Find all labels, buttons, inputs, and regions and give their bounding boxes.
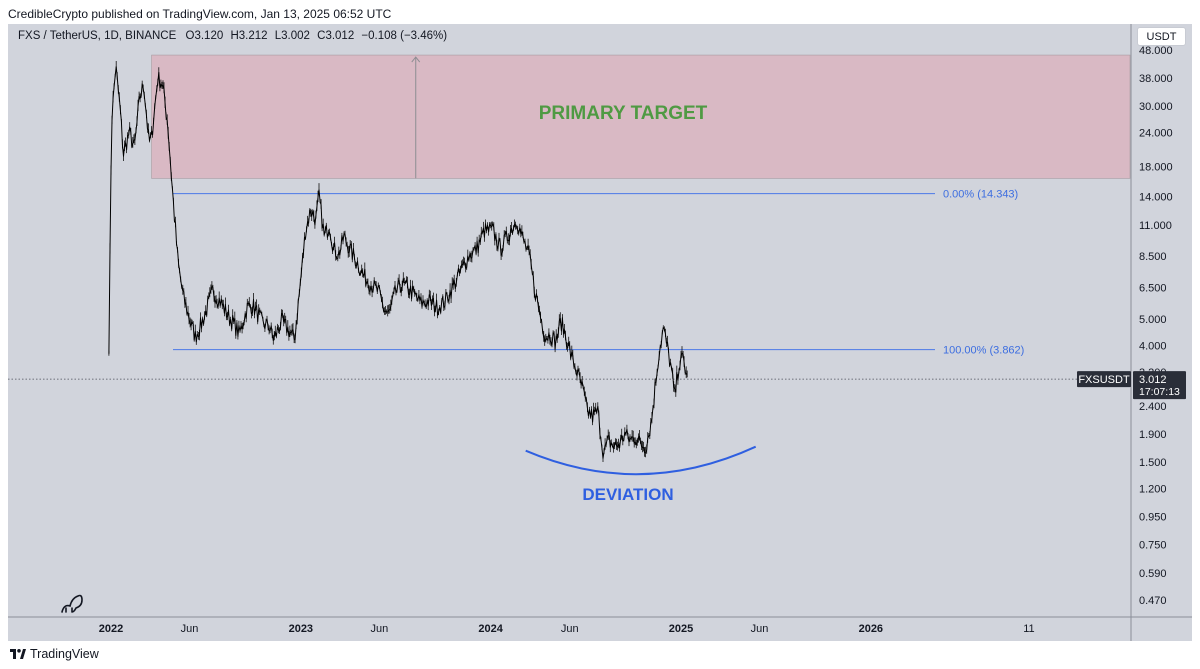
currency-button[interactable]: USDT [1137,27,1186,46]
price-tick-19: 0.470 [1139,595,1167,607]
price-tick-5: 14.000 [1139,191,1173,203]
price-tick-10: 4.000 [1139,340,1167,352]
deviation-arc [525,445,757,476]
time-tick-1: Jun [181,623,199,635]
legend-change: −0.108 (−3.46%) [361,30,448,42]
time-tick-7: Jun [751,623,769,635]
legend-symbol[interactable]: FXS / TetherUS, 1D, BINANCE [18,30,177,42]
price-tick-8: 6.500 [1139,283,1167,295]
time-tick-4: 2024 [478,623,503,635]
time-tick-9: 11 [1023,623,1034,635]
time-tick-2: 2023 [289,623,313,635]
time-tick-8: 2026 [859,623,883,635]
legend-high-label: H [230,30,239,42]
dinosaur-icon [61,594,83,613]
legend-close-value: 3.012 [325,30,355,42]
price-tag-value: 3.012 [1139,374,1167,386]
legend-open-label: O [185,30,195,42]
footer: TradingView [10,647,99,661]
time-tick-3: Jun [370,623,388,635]
price-tag-bg [1133,371,1186,400]
price-tick-16: 0.950 [1139,511,1167,523]
target-zone-label: PRIMARY TARGET [539,103,708,124]
symbol-tag-bg [1077,371,1131,388]
symbol-tag: FXSUSDT [1078,374,1130,386]
price-tick-6: 11.000 [1139,220,1172,232]
price-tick-4: 18.000 [1139,162,1173,174]
price-tick-2: 30.000 [1139,101,1173,113]
target-measure-arrowhead [411,56,421,63]
time-tick-6: 2025 [669,623,693,635]
price-tick-17: 0.750 [1139,539,1167,551]
legend-open-value: 3.120 [194,30,224,42]
price-tick-0: 48.000 [1139,45,1173,57]
legend-low-label: L [274,30,282,42]
price-tick-15: 1.200 [1139,484,1167,496]
footer-brand: TradingView [30,647,99,661]
price-series-line [108,66,688,459]
legend-close-label: C [317,30,326,42]
legend-high-value: 3.212 [238,30,268,42]
price-tick-13: 1.900 [1139,429,1167,441]
price-tick-7: 8.500 [1139,251,1167,263]
price-tick-9: 5.000 [1139,314,1167,326]
fib-level-label-1: 100.00% (3.862) [943,345,1024,357]
price-tick-14: 1.500 [1139,457,1167,469]
price-tick-18: 0.590 [1139,568,1167,580]
price-tick-1: 38.000 [1139,73,1173,85]
price-tag-countdown: 17:07:13 [1139,386,1180,398]
time-tick-0: 2022 [99,623,123,635]
publish-header: CredibleCrypto published on TradingView.… [8,7,392,21]
chart-legend: FXS / TetherUS, 1D, BINANCE O3.120 H3.21… [18,30,451,42]
price-tick-3: 24.000 [1139,127,1173,139]
target-zone [151,54,1131,179]
fib-level-label-0: 0.00% (14.343) [943,189,1018,201]
tradingview-logo-icon [10,649,26,659]
time-tick-5: Jun [561,623,579,635]
legend-low-value: 3.002 [281,30,310,42]
deviation-label: DEVIATION [582,485,673,504]
price-tick-12: 2.400 [1139,401,1167,413]
